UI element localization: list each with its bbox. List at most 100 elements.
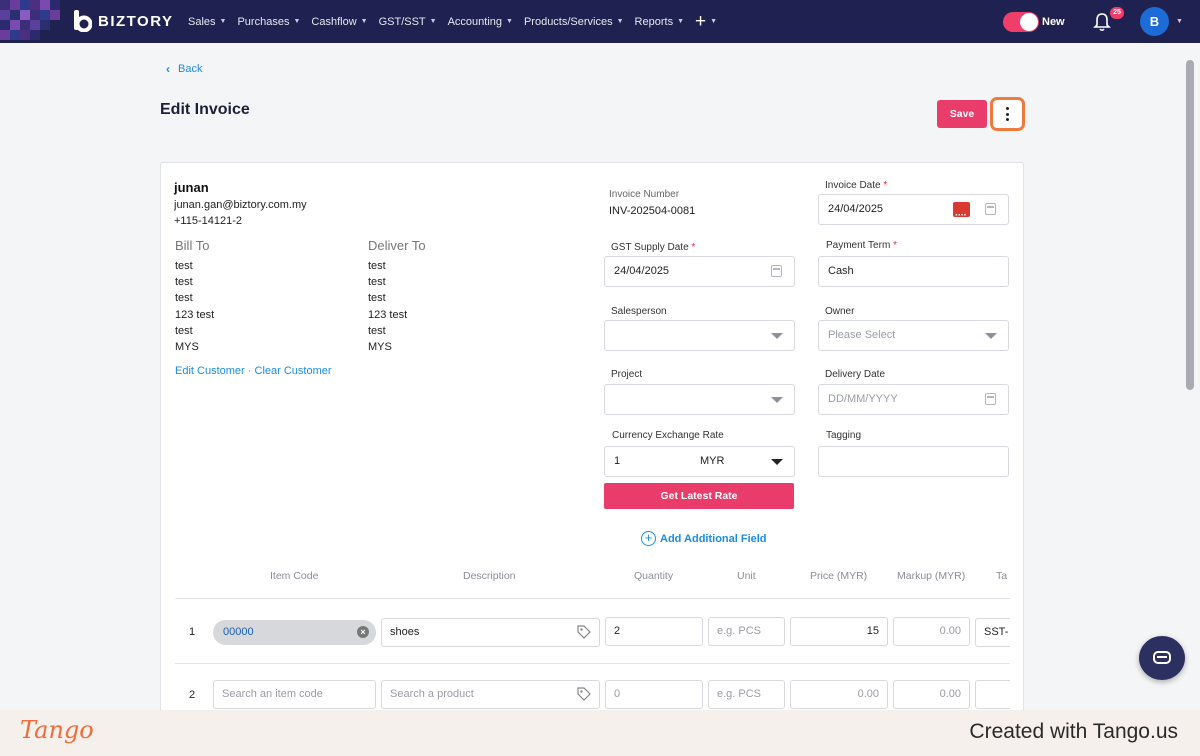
bill-to-line: test	[175, 324, 193, 337]
chat-button[interactable]	[1139, 636, 1185, 680]
owner-select[interactable]: Please Select	[818, 320, 1009, 351]
tag-icon[interactable]	[577, 687, 591, 701]
markup-value: 0.00	[939, 688, 961, 700]
tango-footer	[0, 710, 1200, 756]
plus-icon: +	[695, 11, 707, 32]
quantity-input[interactable]: 0	[605, 680, 703, 709]
payment-term-label: Payment Term *	[826, 240, 897, 251]
item-code-input[interactable]: Search an item code	[213, 680, 376, 709]
calendar-icon[interactable]	[771, 265, 782, 277]
project-select[interactable]	[604, 384, 795, 415]
customer-links: Edit Customer · Clear Customer	[175, 365, 332, 377]
delivery-date-label: Delivery Date	[825, 369, 886, 380]
add-additional-field-button[interactable]: + Add Additional Field	[641, 531, 767, 546]
deliver-to-line: test	[368, 276, 386, 289]
tango-logo: Tango	[20, 716, 94, 744]
caret-down-icon: ▼	[219, 18, 227, 25]
caret-down-icon: ▼	[677, 18, 685, 25]
salesperson-select[interactable]	[604, 320, 795, 351]
bill-to-line: test	[175, 292, 193, 305]
invoice-number-value: INV-202504-0081	[609, 205, 696, 217]
delivery-date-field[interactable]: DD/MM/YYYY	[818, 384, 1009, 415]
price-input[interactable]: 15	[790, 617, 888, 646]
main-menu: Sales ▼ Purchases ▼ Cashflow ▼ GST/SST ▼ Acc…	[188, 0, 717, 43]
nav-sales[interactable]: Sales ▼	[188, 16, 226, 28]
deliver-to-line: test	[368, 260, 386, 272]
required-mark: *	[893, 240, 897, 251]
payment-term-label-text: Payment Term	[826, 240, 891, 251]
tax-select[interactable]	[975, 680, 1010, 709]
more-vertical-icon-dot	[1006, 118, 1009, 121]
nav-accounting-label: Accounting	[447, 15, 503, 28]
unit-input[interactable]: e.g. PCS	[708, 617, 785, 646]
bill-to-line: test	[175, 260, 193, 272]
nav-add-menu[interactable]: + ▼	[695, 12, 717, 31]
scrollbar[interactable]	[1186, 60, 1194, 390]
tagging-field[interactable]	[818, 446, 1009, 477]
deliver-to-line: test	[368, 324, 386, 337]
new-ui-toggle[interactable]	[1003, 12, 1039, 32]
owner-label: Owner	[825, 306, 855, 317]
clear-icon[interactable]: ×	[357, 626, 369, 638]
quantity-value: 2	[614, 625, 621, 637]
clear-customer-link[interactable]: Clear Customer	[254, 365, 332, 377]
description-input[interactable]: Search a product	[381, 680, 600, 709]
get-latest-rate-button[interactable]: Get Latest Rate	[604, 483, 794, 509]
back-link[interactable]: ‹ Back	[166, 62, 202, 76]
edit-customer-link[interactable]: Edit Customer	[175, 365, 245, 377]
nav-sales-label: Sales	[188, 15, 216, 28]
nav-accounting[interactable]: Accounting ▼	[448, 16, 513, 28]
autofill-icon[interactable]	[953, 201, 970, 230]
owner-placeholder: Please Select	[828, 329, 896, 341]
currency-exchange-field[interactable]: 1 MYR	[604, 446, 795, 477]
dropdown-arrow-icon	[771, 333, 783, 339]
description-input[interactable]: shoes	[381, 618, 600, 647]
markup-input[interactable]: 0.00	[893, 617, 970, 646]
invoice-date-label-text: Invoice Date	[825, 180, 881, 191]
more-options-button[interactable]	[990, 97, 1025, 131]
gst-supply-date-field[interactable]: 24/04/2025	[604, 256, 795, 287]
price-input[interactable]: 0.00	[790, 680, 888, 709]
row-number: 1	[189, 626, 196, 638]
nav-reports-label: Reports	[634, 15, 674, 28]
col-quantity: Quantity	[634, 570, 674, 582]
bell-icon[interactable]	[1093, 12, 1111, 32]
row-number: 2	[189, 689, 196, 701]
item-code-chip[interactable]: 00000 ×	[213, 620, 376, 645]
invoice-date-value: 24/04/2025	[828, 203, 884, 215]
invoice-date-field[interactable]: 24/04/2025	[818, 194, 1009, 230]
save-button[interactable]: Save	[937, 100, 987, 128]
calendar-icon[interactable]	[985, 203, 996, 215]
caret-down-icon: ▼	[429, 18, 437, 25]
tax-value: SST-	[984, 626, 1009, 638]
markup-input[interactable]: 0.00	[893, 680, 970, 709]
calendar-icon[interactable]	[985, 393, 996, 405]
table-row-divider	[175, 663, 1010, 664]
toggle-label: New	[1042, 16, 1065, 28]
chevron-left-icon: ‹	[166, 62, 170, 76]
unit-input[interactable]: e.g. PCS	[708, 680, 785, 709]
nav-gst-sst-label: GST/SST	[378, 15, 426, 28]
nav-gst-sst[interactable]: GST/SST ▼	[379, 16, 437, 28]
biztory-logo[interactable]: BIZTORY	[72, 10, 174, 32]
dropdown-arrow-icon	[771, 397, 783, 403]
page-title: Edit Invoice	[160, 101, 250, 118]
caret-down-icon: ▼	[506, 18, 513, 25]
nav-cashflow[interactable]: Cashflow ▼	[311, 16, 367, 28]
nav-products-services[interactable]: Products/Services ▼	[524, 16, 624, 28]
tag-icon[interactable]	[577, 625, 591, 639]
bill-to-heading: Bill To	[175, 238, 210, 253]
tax-select[interactable]: SST-	[975, 618, 1010, 647]
payment-term-field[interactable]: Cash	[818, 256, 1009, 287]
quantity-input[interactable]: 2	[605, 617, 703, 646]
nav-purchases[interactable]: Purchases ▼	[237, 16, 300, 28]
deliver-to-address: test test test 123 test test MYS	[368, 258, 407, 355]
currency-exchange-label: Currency Exchange Rate	[612, 430, 724, 441]
biztory-logo-icon	[74, 10, 92, 32]
nav-reports[interactable]: Reports ▼	[635, 16, 684, 28]
chevron-down-icon[interactable]: ▼	[1176, 18, 1183, 25]
dropdown-arrow-icon[interactable]	[771, 459, 783, 465]
customer-name: junan	[174, 180, 209, 195]
avatar[interactable]: B	[1140, 7, 1169, 36]
col-unit: Unit	[737, 570, 756, 582]
